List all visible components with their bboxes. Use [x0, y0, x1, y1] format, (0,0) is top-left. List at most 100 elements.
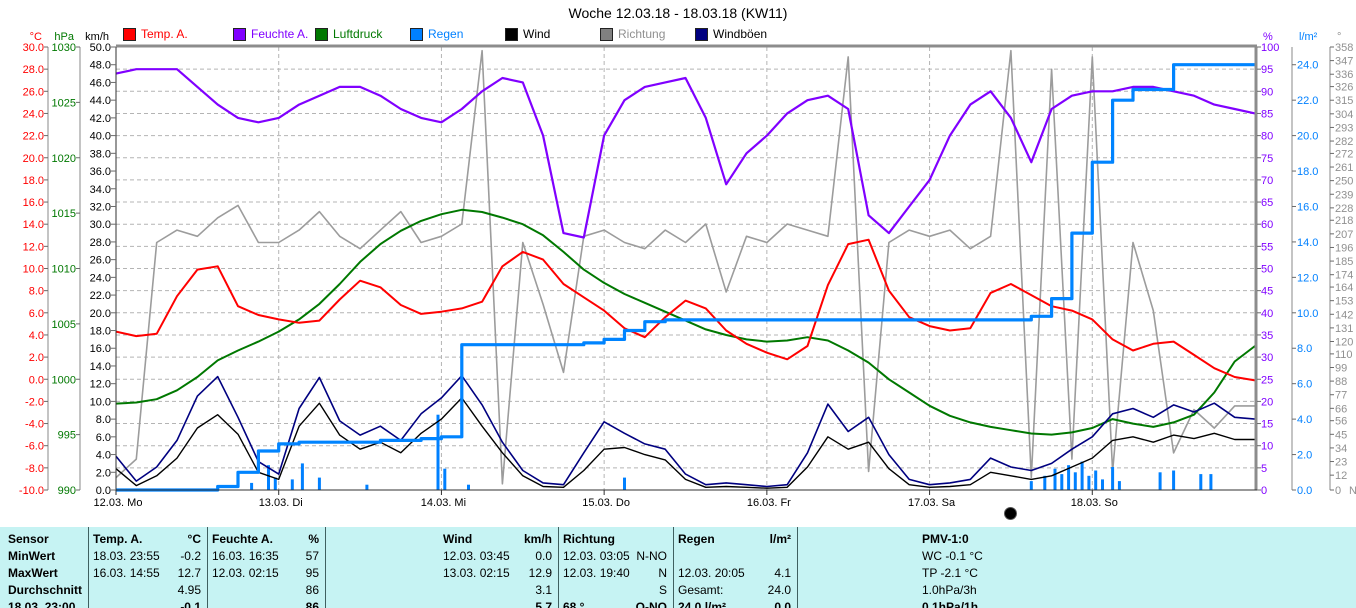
- table-cell-text: 1.0hPa/3h: [922, 583, 977, 597]
- legend-item-label: Feuchte A.: [251, 27, 309, 41]
- table-cell-text: Durchschnitt: [8, 583, 83, 597]
- sensor-stats-table: Sensor MinWert MaxWert Durchschnitt 18.03. 2…: [0, 527, 1356, 608]
- direction-tick-label: 250: [1335, 176, 1353, 188]
- legend-item-temp-a-[interactable]: Temp. A.: [123, 27, 188, 41]
- table-cell-text: Temp. A.: [93, 532, 143, 546]
- pressure-tick-label: 1010: [52, 264, 76, 276]
- table-column-divider: [88, 527, 89, 608]
- legend-item-windb-en[interactable]: Windböen: [695, 27, 767, 41]
- temp-tick-label: 2.0: [29, 352, 44, 364]
- table-cell-pmv-sensor: PMV-1:0: [922, 531, 1182, 547]
- humidity-axis-header: %: [1263, 31, 1273, 43]
- table-cell-rain-18-03-23-00: 24.0 l/m² 0.0: [678, 599, 791, 608]
- table-cell-value: 86: [305, 583, 319, 597]
- rain-bar: [1094, 470, 1098, 490]
- rain-bar: [317, 477, 321, 490]
- rain-bar: [1073, 472, 1077, 490]
- table-cell-rain-maxwert: 12.03. 20:05 4.1: [678, 565, 791, 581]
- table-cell-text: Feuchte A.: [212, 532, 273, 546]
- legend-item-luftdruck[interactable]: Luftdruck: [315, 27, 382, 41]
- legend-item-wind[interactable]: Wind: [505, 27, 550, 41]
- direction-tick-label: 99: [1335, 362, 1347, 374]
- pressure-tick-label: 1005: [52, 319, 76, 331]
- table-cell-text: 12.03. 20:05: [678, 566, 745, 580]
- table-cell-text: MaxWert: [8, 566, 58, 580]
- table-cell-text: 12.03. 02:15: [212, 566, 279, 580]
- rain-bar: [1043, 475, 1047, 490]
- rain-bar: [467, 484, 470, 490]
- table-cell-value: 3.1: [535, 583, 552, 597]
- legend-swatch-icon: [410, 27, 423, 41]
- table-cell-direction-durchschnitt: S: [563, 582, 667, 598]
- rain-axis-header: l/m²: [1299, 31, 1318, 43]
- table-cell-value: 4.1: [774, 566, 791, 580]
- table-cell-pmv-maxwert: TP -2.1 °C: [922, 565, 1182, 581]
- weather-week-chart: 30.0 28.0 26.0 24.0 22.0 20.0 18.0 16.0 14.0 12.0…: [19, 31, 1356, 509]
- humidity-tick-label: 40: [1261, 308, 1273, 320]
- temp-tick-label: 24.0: [23, 108, 44, 120]
- wind-tick-label: 14.0: [90, 361, 111, 373]
- wind-axis-header: km/h: [85, 31, 109, 43]
- table-cell-value: N: [658, 566, 667, 580]
- wind-tick-label: 4.0: [96, 450, 111, 462]
- table-cell-direction-sensor: Richtung: [563, 531, 667, 547]
- pressure-tick-label: 1025: [52, 97, 76, 109]
- direction-tick-label: 326: [1335, 82, 1353, 94]
- humidity-tick-label: 10: [1261, 441, 1273, 453]
- temp-tick-label: 26.0: [23, 86, 44, 98]
- table-cell-text: Richtung: [563, 532, 615, 546]
- pressure-tick-label: 1020: [52, 153, 76, 165]
- direction-tick-label: 0: [1335, 485, 1341, 497]
- table-cell-value: -0.2: [180, 549, 201, 563]
- x-axis-day-label: 16.03. Fr: [747, 497, 791, 509]
- table-cell-text: 0.1hPa/1h: [922, 600, 979, 608]
- direction-tick-label: 239: [1335, 189, 1353, 201]
- direction-tick-label: 347: [1335, 56, 1353, 68]
- pressure-tick-label: 990: [58, 485, 76, 497]
- page-title: Woche 12.03.18 - 18.03.18 (KW11): [568, 5, 788, 21]
- direction-tick-label: 23: [1335, 457, 1347, 469]
- rain-bar: [1060, 474, 1064, 490]
- rain-tick-label: 22.0: [1297, 95, 1318, 107]
- temp-tick-label: 20.0: [23, 153, 44, 165]
- legend-item-regen[interactable]: Regen: [410, 27, 463, 41]
- table-cell-direction-minwert: 12.03. 03:05 N-NO: [563, 548, 667, 564]
- wind-tick-label: 12.0: [90, 379, 111, 391]
- direction-tick-label: 34: [1335, 443, 1347, 455]
- table-cell-text: Regen: [678, 532, 715, 546]
- direction-tick-label: 56: [1335, 416, 1347, 428]
- legend-item-richtung[interactable]: Richtung: [600, 27, 665, 41]
- compass-n-label: N: [1349, 485, 1356, 497]
- legend-item-feuchte-a-[interactable]: Feuchte A.: [233, 27, 308, 41]
- table-cell-wind-durchschnitt: 3.1: [443, 582, 552, 598]
- direction-axis-header: °: [1337, 31, 1341, 43]
- x-axis-day-label: 13.03. Di: [259, 497, 303, 509]
- wind-tick-label: 40.0: [90, 131, 111, 143]
- humidity-tick-label: 35: [1261, 330, 1273, 342]
- rain-tick-label: 6.0: [1297, 379, 1312, 391]
- direction-tick-label: 12: [1335, 470, 1347, 482]
- table-cell-sensor-18-03-23-00: 18.03. 23:00: [8, 599, 86, 608]
- direction-tick-label: 228: [1335, 203, 1353, 215]
- humidity-tick-label: 50: [1261, 264, 1273, 276]
- pressure-tick-label: 1015: [52, 208, 76, 220]
- chart-plot-area[interactable]: [116, 47, 1255, 490]
- rain-bar: [267, 465, 270, 490]
- table-cell-text: 12.03. 03:05: [563, 549, 630, 563]
- table-cell-temp-durchschnitt: 4.95: [93, 582, 201, 598]
- rain-bar: [290, 479, 294, 490]
- direction-tick-label: 261: [1335, 162, 1353, 174]
- temp-tick-label: 4.0: [29, 330, 44, 342]
- direction-tick-label: 120: [1335, 337, 1353, 349]
- direction-tick-label: 174: [1335, 270, 1353, 282]
- temp-tick-label: 8.0: [29, 286, 44, 298]
- wind-gust-series: [115, 374, 1256, 488]
- rain-bar: [1199, 474, 1203, 490]
- table-cell-direction-maxwert: 12.03. 19:40 N: [563, 565, 667, 581]
- direction-tick-label: 315: [1335, 95, 1353, 107]
- humidity-tick-label: 75: [1261, 153, 1273, 165]
- rain-bar: [623, 477, 626, 490]
- chart-canvas[interactable]: 30.0 28.0 26.0 24.0 22.0 20.0 18.0 16.0 14.0 12.0…: [0, 0, 1356, 532]
- table-cell-text: 68 °: [563, 600, 585, 608]
- table-cell-text: 16.03. 14:55: [93, 566, 160, 580]
